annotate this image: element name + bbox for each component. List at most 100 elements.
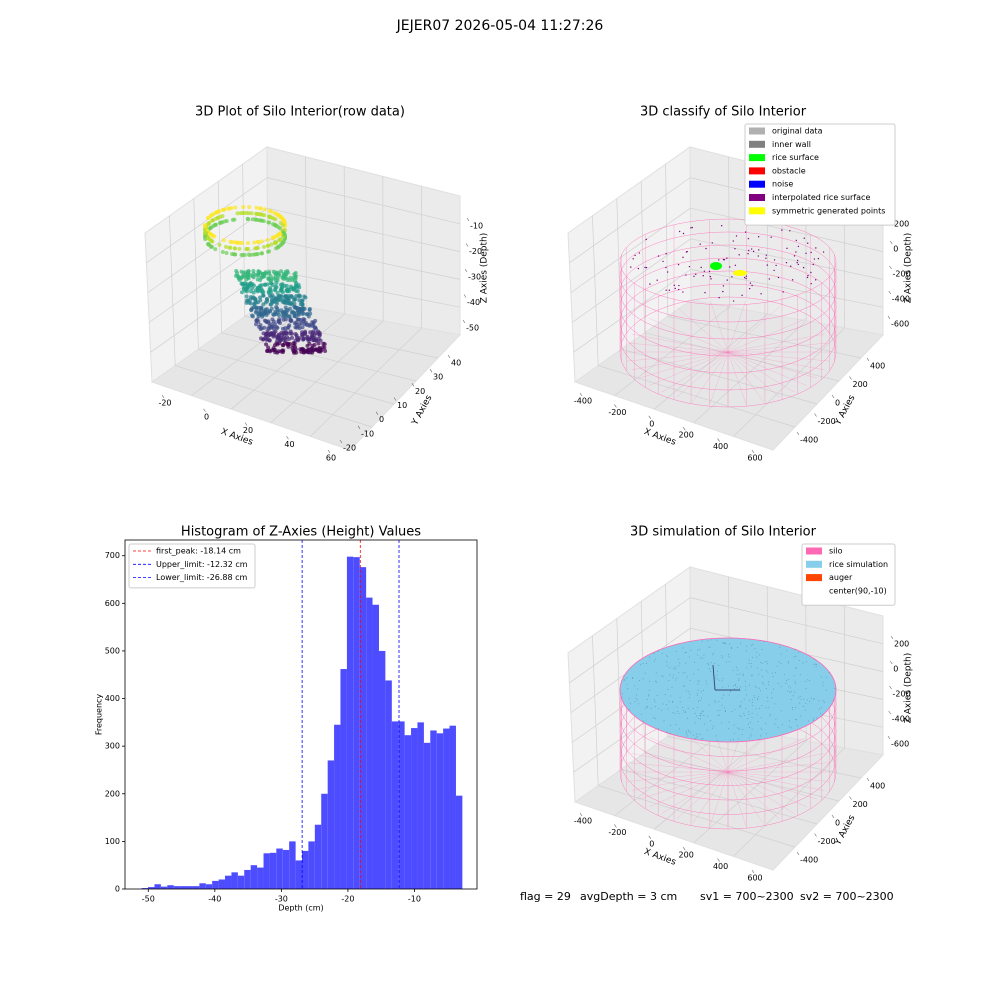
rice-point	[730, 690, 732, 692]
rice-point	[716, 639, 718, 641]
tick-mark	[814, 413, 817, 417]
tick-label: -200	[818, 417, 836, 426]
tick-label: 20	[243, 426, 253, 435]
grid-point	[786, 247, 788, 250]
tick-mark	[579, 392, 583, 397]
rice-point	[728, 728, 730, 730]
point	[250, 217, 255, 222]
rice-point	[694, 738, 696, 740]
rice-point	[818, 708, 820, 710]
silo-wire	[626, 342, 729, 353]
point	[290, 277, 295, 282]
silo-wire	[727, 300, 746, 353]
rice-point	[707, 662, 709, 664]
silo-wire	[639, 351, 729, 379]
rice-point	[712, 654, 714, 656]
rice-point	[737, 738, 739, 740]
plot-frame	[124, 539, 478, 890]
rice-point	[679, 701, 681, 703]
point	[240, 281, 245, 286]
pane-grid	[569, 177, 691, 264]
rice-point	[655, 681, 657, 683]
point	[296, 317, 301, 322]
pane-grid	[146, 177, 268, 264]
tick-label: 600	[747, 454, 762, 463]
grid-point	[777, 276, 780, 279]
rice-point	[732, 739, 734, 741]
rice-point	[648, 695, 650, 697]
point	[246, 272, 251, 277]
point	[220, 249, 225, 254]
rice-point	[783, 673, 785, 675]
grid-point	[702, 275, 704, 277]
tick-mark	[411, 383, 415, 387]
grid-point	[678, 284, 680, 287]
pane-grid	[640, 181, 645, 333]
rice-point	[664, 694, 666, 696]
rice-point	[742, 675, 744, 677]
rice-point	[649, 656, 651, 658]
rice-point	[657, 728, 659, 730]
grid-point	[709, 275, 712, 278]
rice-point	[628, 698, 630, 700]
rice-point	[655, 706, 657, 708]
silo-wire	[649, 737, 729, 773]
point	[279, 215, 284, 220]
tick-mark	[466, 217, 470, 222]
point	[265, 243, 270, 248]
rice-point	[707, 640, 709, 642]
rice-point	[712, 725, 714, 727]
pane-grid	[191, 306, 307, 396]
rice-point	[751, 699, 753, 701]
rice-point	[672, 712, 674, 714]
rice-point	[713, 652, 715, 654]
rice-point	[669, 667, 671, 669]
point	[288, 284, 293, 289]
grid-point	[747, 237, 750, 240]
tick-mark	[717, 858, 720, 862]
point	[246, 211, 251, 216]
point	[260, 273, 265, 278]
tick-mark	[375, 411, 379, 415]
bar	[308, 841, 315, 889]
rice-point	[721, 722, 723, 724]
rice-point	[761, 663, 763, 665]
rice-point	[751, 666, 753, 668]
rice-point	[740, 642, 742, 644]
rice-point	[729, 643, 731, 645]
pane-grid	[148, 238, 268, 323]
rice-point	[736, 687, 738, 689]
tick-label: -10	[470, 222, 483, 231]
rice-point	[761, 704, 763, 706]
point	[268, 286, 273, 291]
point	[268, 293, 273, 298]
rice-point	[719, 709, 721, 711]
silo-wire	[727, 351, 764, 402]
point	[307, 347, 312, 352]
point	[264, 333, 269, 338]
rice-point	[702, 657, 704, 659]
rice-point	[717, 714, 719, 716]
point	[294, 350, 299, 355]
rice-point	[767, 671, 769, 673]
legend-swatch	[749, 167, 765, 175]
grid-point	[673, 284, 675, 287]
point	[269, 306, 274, 311]
status-text: avgDepth = 3 cm	[580, 890, 677, 903]
point	[281, 317, 286, 322]
rice-point	[780, 662, 782, 664]
rice-point	[678, 713, 680, 715]
tick-label: -400	[892, 295, 910, 304]
rice-point	[690, 731, 692, 733]
grid-point	[734, 264, 737, 267]
point	[252, 240, 257, 245]
tick-label: 200	[853, 800, 868, 809]
rice-point	[751, 645, 753, 647]
rice-point	[672, 701, 674, 703]
point	[248, 252, 253, 257]
rice-point	[751, 712, 753, 714]
rice-point	[694, 722, 696, 724]
grid-point	[732, 240, 735, 242]
point	[260, 212, 265, 217]
bar	[269, 852, 277, 889]
